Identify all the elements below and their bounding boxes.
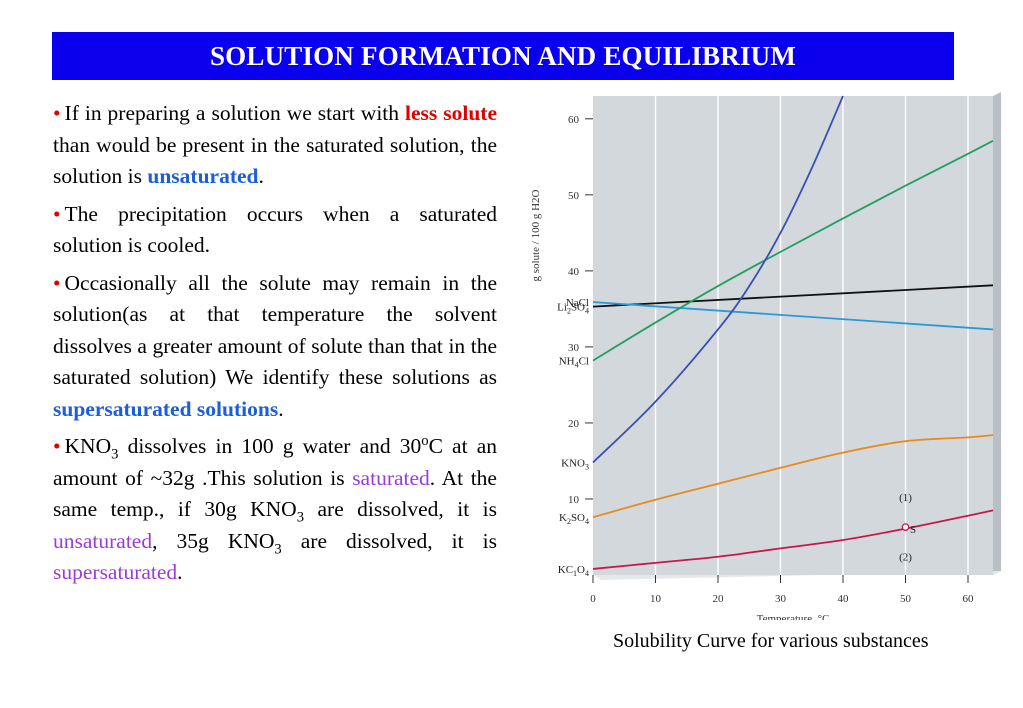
series-line-nh4cl xyxy=(592,140,994,362)
y-tick-label: 30 xyxy=(568,342,580,354)
series-label-part: 2 xyxy=(567,307,571,316)
series-line-kc1o4 xyxy=(592,509,994,570)
chart-caption: Solubility Curve for various substances xyxy=(613,630,929,652)
series-label-part: Cl xyxy=(579,356,589,368)
bullet-icon: • xyxy=(53,201,61,226)
highlight-supersaturated: supersaturated xyxy=(53,560,178,584)
series-label-part: 1 xyxy=(573,569,577,578)
bullet-item-2: • The precipitation occurs when a saturat… xyxy=(53,199,497,262)
x-tick-label: 20 xyxy=(713,593,725,605)
y-tick-label: 50 xyxy=(568,190,580,202)
bullet-text: . xyxy=(278,396,284,421)
plot-side-face xyxy=(993,92,1001,575)
chart-annotation: S xyxy=(910,524,916,536)
series-label-nacl: NaCl xyxy=(566,297,589,309)
series-label-part: KNO xyxy=(561,457,585,469)
y-tick-label: 10 xyxy=(568,494,580,506)
series-line-k2so4 xyxy=(592,434,994,519)
bullet-text: are dissolved, it is xyxy=(304,497,497,521)
subscript: 3 xyxy=(274,540,282,557)
bullet-text: than would be present in the saturated s… xyxy=(53,132,497,189)
series-label-part: Li xyxy=(557,302,567,314)
bullet-text: C at an amount of ~32g .This solution is xyxy=(53,434,497,490)
x-tick-label: 50 xyxy=(900,593,912,605)
bullet-list: • If in preparing a solution we start wit… xyxy=(53,98,497,595)
bullet-text: Occasionally all the solute may remain i… xyxy=(53,270,497,390)
series-label-part: 3 xyxy=(585,462,589,471)
x-axis-label: Temperature, °C xyxy=(757,613,830,620)
formula-kno: KNO xyxy=(227,528,275,553)
bullet-text: If in preparing a solution we start with xyxy=(64,101,406,125)
series-label-kno3: KNO3 xyxy=(561,457,589,471)
y-axis-label: g solute / 100 g H2O xyxy=(530,189,542,281)
series-label-kc1o4: KC1O4 xyxy=(558,564,589,578)
bullet-item-1: • If in preparing a solution we start wit… xyxy=(53,98,497,193)
x-tick-label: 40 xyxy=(838,593,850,605)
series-label-li2so4: Li2SO4 xyxy=(557,302,589,316)
series-label-part: 4 xyxy=(585,307,589,316)
bullet-text: dissolves in 100 g water and 30 xyxy=(118,434,422,458)
series-label-part: 4 xyxy=(585,517,589,526)
bullet-item-3: • Occasionally all the solute may remain … xyxy=(53,268,497,426)
page-title: SOLUTION FORMATION AND EQUILIBRIUM xyxy=(209,40,797,71)
series-label-part: SO xyxy=(571,302,585,314)
bullet-text: , 35g xyxy=(152,528,228,553)
saturation-point-marker xyxy=(901,523,910,531)
bullet-text: . xyxy=(177,560,183,584)
bullet-icon: • xyxy=(53,434,61,458)
bullet-icon: • xyxy=(53,270,61,295)
bullet-text: are dissolved, it is xyxy=(281,528,497,553)
bullet-text: The precipitation occurs when a saturate… xyxy=(53,201,497,258)
x-tick-label: 60 xyxy=(963,593,975,605)
series-label-k2so4: K2SO4 xyxy=(559,512,589,526)
highlight-unsaturated: unsaturated xyxy=(147,164,259,188)
series-label-part: NH xyxy=(559,356,575,368)
series-label-part: NaCl xyxy=(566,297,589,309)
series-label-part: K xyxy=(559,512,567,524)
bullet-item-4: • KNO3 dissolves in 100 g water and 30oC … xyxy=(53,431,497,589)
title-bar: SOLUTION FORMATION AND EQUILIBRIUM xyxy=(52,32,954,80)
plot-bottom-face xyxy=(593,571,1001,580)
highlight-saturated: saturated xyxy=(352,465,430,490)
x-tick-label: 30 xyxy=(775,593,787,605)
series-label-part: 4 xyxy=(585,569,589,578)
series-label-part: 4 xyxy=(575,361,579,370)
highlight-supersaturated-solutions: supersaturated solutions xyxy=(53,396,279,421)
subscript: 3 xyxy=(296,509,305,526)
formula-kno: KNO xyxy=(250,497,297,521)
y-tick-label: 40 xyxy=(568,266,580,278)
bullet-text: . xyxy=(258,164,264,188)
highlight-unsaturated-2: unsaturated xyxy=(53,528,153,553)
plot-area xyxy=(593,96,993,575)
solubility-chart: 10 20 30 40 50 60 0 10 20 30 40 50 60 Temperature, °C… xyxy=(530,92,1001,620)
subscript: 3 xyxy=(111,446,119,463)
superscript: o xyxy=(421,432,429,449)
series-line-kno3 xyxy=(592,95,844,464)
bullet-icon: • xyxy=(53,101,61,125)
series-line-li2so4 xyxy=(592,284,994,308)
highlight-less-solute: less solute xyxy=(405,101,498,125)
series-label-part: O xyxy=(577,564,585,576)
series-label-part: KC xyxy=(558,564,573,576)
series-line-nacl xyxy=(592,301,994,331)
series-label-part: 2 xyxy=(567,517,571,526)
series-label-nh4cl: NH4Cl xyxy=(559,356,589,370)
chart-annotation: (1) xyxy=(899,492,912,504)
x-tick-label: 10 xyxy=(650,593,662,605)
formula-kno: KNO xyxy=(64,434,112,458)
bullet-text: . At the same temp., if 30g xyxy=(53,465,497,522)
x-tick-label: 0 xyxy=(590,593,596,605)
series-label-part: SO xyxy=(571,512,585,524)
chart-annotation: (2) xyxy=(899,552,912,564)
y-tick-label: 60 xyxy=(568,114,580,126)
y-tick-label: 20 xyxy=(568,418,580,430)
